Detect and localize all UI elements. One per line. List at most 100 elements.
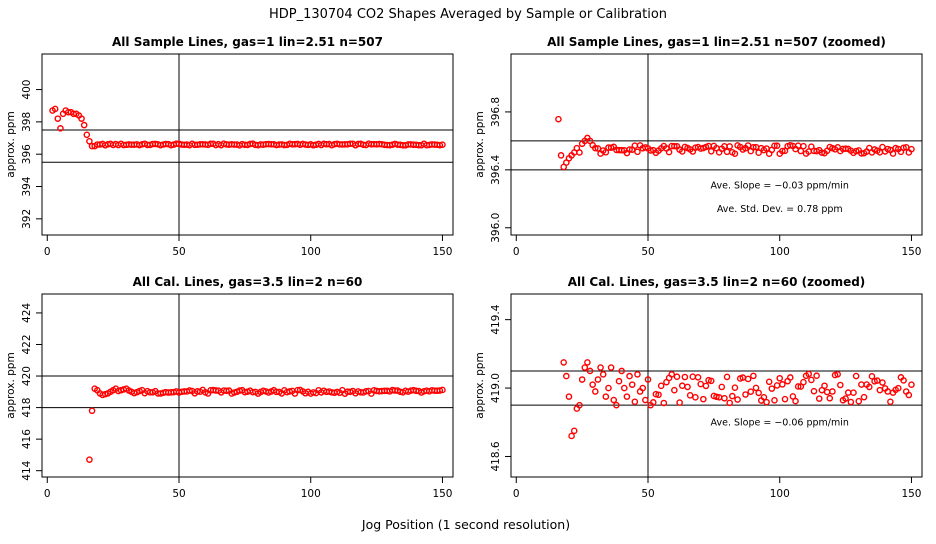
x-tick-label: 50 [641,488,654,500]
chart-panel-1: All Sample Lines, gas=1 lin=2.51 n=507 0 5… [5,35,454,258]
y-tick-label: 396.8 [490,97,502,127]
data-point [628,381,636,388]
data-point [613,401,620,409]
data-point [689,373,697,381]
data-point [873,377,881,384]
y-tick-label: 396.0 [490,213,502,243]
data-point [639,384,647,392]
data-point [642,396,649,404]
y-tick-label: 396.4 [490,154,502,184]
panels: All Sample Lines, gas=1 lin=2.51 n=507 0 5… [5,35,923,500]
data-point [78,115,85,122]
data-point [750,143,757,151]
data-point [815,395,823,402]
data-point [668,371,676,378]
data-point [599,371,607,378]
data-point [439,141,446,148]
data-point [655,391,662,399]
data-point [439,386,446,394]
data-point [700,395,707,403]
data-point [623,393,631,400]
data-point [83,131,91,139]
data-point [771,397,778,404]
y-tick-label: 392 [21,209,33,229]
chart-panel-4: All Cal. Lines, gas=3.5 lin=2 n=60 (zoom… [474,275,923,500]
x-tick-label: 0 [513,246,520,258]
data-point [694,373,702,381]
plot-frame [41,293,454,478]
data-point [51,105,59,113]
data-point [436,141,444,149]
data-point [657,382,665,390]
data-point [847,398,855,406]
y-tick-label: 419.0 [490,373,502,403]
data-point [866,383,873,391]
data-point [618,146,625,154]
data-point [808,376,815,384]
data-point [660,399,668,407]
x-tick-label: 100 [770,488,790,500]
data-point [834,370,841,378]
data-point [310,389,317,396]
data-point [631,398,639,406]
data-point [755,389,762,397]
data-point [54,115,62,122]
data-point [647,147,654,154]
data-point [908,381,915,389]
data-point [560,359,567,366]
data-point [589,381,596,388]
data-point [88,407,96,415]
data-point [855,397,863,405]
annotation: Ave. Std. Dev. = 0.78 ppm [717,204,843,215]
x-tick-label: 150 [901,246,921,258]
x-tick-label: 150 [432,488,452,500]
data-point [889,150,897,157]
data-point [905,391,913,399]
data-point [644,376,652,383]
y-tick-label: 420 [21,366,33,386]
data-point [800,142,807,150]
data-point [773,382,781,389]
annotation: Ave. Slope = −0.03 ppm/min [711,181,849,192]
data-point [563,372,570,380]
data-point [726,143,733,150]
data-point [765,378,773,386]
data-point [186,387,193,394]
y-tick-label: 418 [21,398,33,418]
data-point [797,147,805,155]
data-point [607,364,615,371]
x-tick-label: 0 [44,246,51,258]
data-point [805,370,813,378]
data-point [602,393,610,400]
figure-x-axis-label: Jog Position (1 second resolution) [361,517,570,532]
x-tick-label: 100 [301,246,321,258]
data-point [876,386,884,394]
data-point [57,125,64,132]
data-point [902,143,910,151]
data-point [842,395,849,402]
data-point [605,384,612,392]
data-point [908,145,915,153]
data-point [868,373,876,380]
data-point [681,373,689,381]
data-points [555,115,915,171]
panel-title: All Cal. Lines, gas=3.5 lin=2 n=60 [133,275,363,289]
panel-title: All Cal. Lines, gas=3.5 lin=2 n=60 (zoom… [568,275,866,289]
data-point [684,383,691,391]
data-point [773,142,781,150]
data-point [900,377,907,384]
data-point [852,372,860,380]
data-point [768,385,776,392]
data-point [850,389,857,397]
data-point [584,359,591,366]
data-point [565,393,573,400]
data-point [634,148,641,156]
data-points [86,385,446,463]
y-tick-label: 414 [21,460,33,480]
data-point [602,148,610,156]
data-point [894,384,902,392]
data-point [678,382,686,390]
data-point [729,392,736,400]
data-point [80,121,88,129]
